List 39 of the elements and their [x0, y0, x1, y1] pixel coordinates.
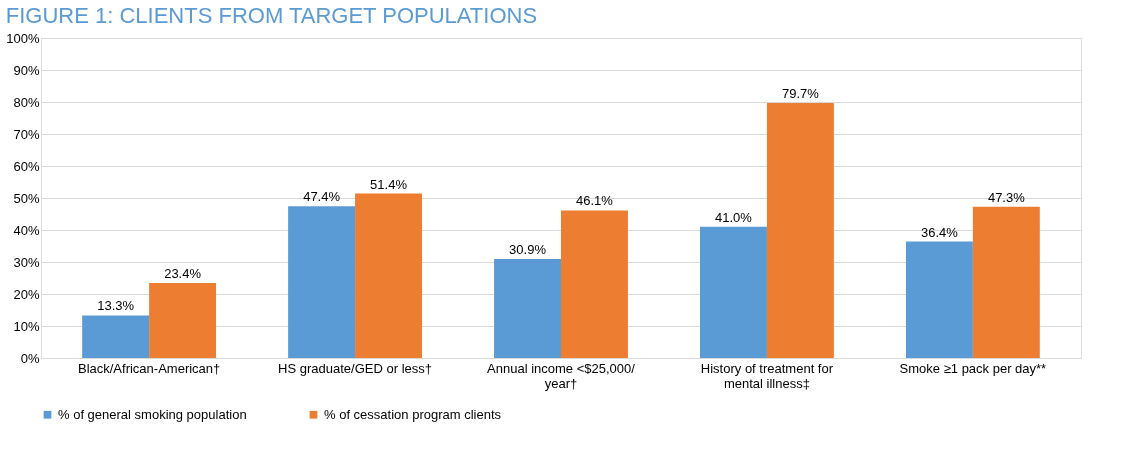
- data-label: 30.9%: [509, 242, 547, 258]
- data-label: 13.3%: [97, 298, 135, 314]
- legend-label: % of cessation program clients: [324, 406, 502, 422]
- x-tick-label: Black/African-American†: [77, 360, 221, 376]
- chart-title: FIGURE 1: CLIENTS FROM TARGET POPULATIONS: [5, 3, 538, 28]
- data-label: 79.7%: [781, 85, 820, 101]
- y-tick-label: 60%: [13, 158, 40, 174]
- y-tick-label: 90%: [13, 62, 40, 78]
- y-tick-label: 100%: [6, 30, 40, 46]
- bar: [972, 206, 1040, 358]
- y-tick-label: 40%: [13, 222, 40, 238]
- y-tick-label: 30%: [13, 254, 40, 270]
- bar: [561, 210, 628, 358]
- data-label: 23.4%: [164, 266, 202, 282]
- y-tick-label: 0%: [20, 350, 40, 366]
- data-label: 47.4%: [303, 189, 341, 205]
- bar: [355, 193, 422, 358]
- data-label: 36.4%: [920, 224, 959, 240]
- y-tick-label: 80%: [13, 94, 40, 110]
- x-tick-label: Smoke ≥1 pack per day**: [899, 360, 1047, 376]
- x-tick-label: HS graduate/GED or less†: [278, 360, 433, 376]
- data-label: 51.4%: [370, 176, 408, 192]
- bar: [149, 283, 217, 358]
- bar: [700, 226, 767, 358]
- y-tick-label: 50%: [13, 190, 40, 206]
- bar: [766, 102, 834, 358]
- bar: [494, 259, 561, 358]
- x-tick-label: History of treatment for mental illness‡: [700, 360, 834, 391]
- bar: [905, 241, 973, 358]
- data-label: 41.0%: [715, 209, 753, 225]
- y-tick-label: 10%: [13, 318, 40, 334]
- bar: [288, 206, 356, 358]
- y-tick-label: 70%: [13, 126, 40, 142]
- data-label: 46.1%: [576, 193, 614, 209]
- data-label: 47.3%: [987, 189, 1026, 205]
- x-tick-label: Annual income <$25,000/ year†: [487, 360, 636, 391]
- legend-label: % of general smoking population: [58, 406, 247, 422]
- y-tick-label: 20%: [13, 286, 40, 302]
- bar: [82, 315, 150, 358]
